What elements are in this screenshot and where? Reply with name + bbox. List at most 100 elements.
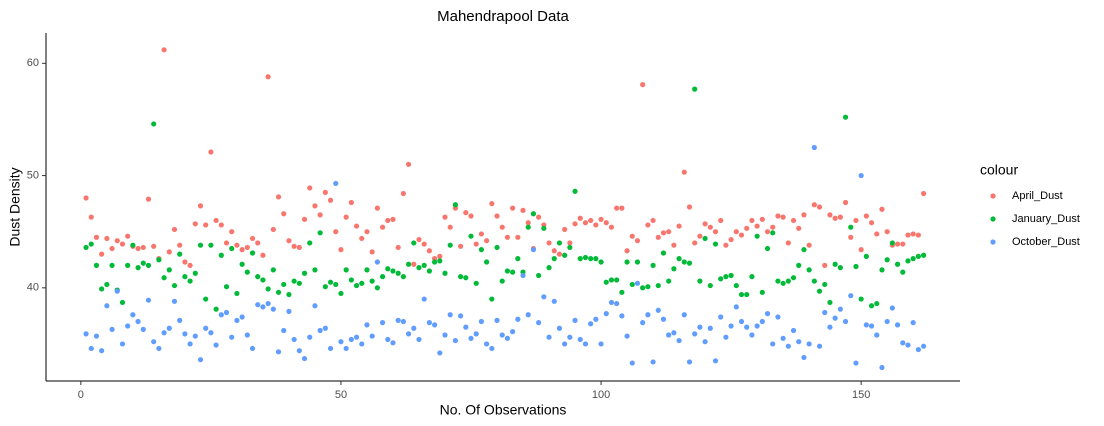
point <box>837 214 843 220</box>
point <box>728 323 734 329</box>
point <box>203 222 209 228</box>
point <box>619 289 625 295</box>
point <box>333 180 339 187</box>
point <box>489 201 495 207</box>
point <box>619 313 625 319</box>
point <box>296 244 302 251</box>
point <box>603 311 609 317</box>
point <box>426 268 432 274</box>
point <box>666 332 672 338</box>
point <box>832 215 838 221</box>
point <box>405 261 412 267</box>
point <box>874 300 880 307</box>
point <box>551 256 557 262</box>
point <box>239 247 245 253</box>
point <box>218 222 224 228</box>
point <box>879 267 885 273</box>
point <box>889 305 895 311</box>
point <box>650 262 656 268</box>
point <box>525 312 531 318</box>
point <box>842 114 849 120</box>
point <box>718 314 724 320</box>
point <box>218 312 224 318</box>
point <box>171 226 178 233</box>
point <box>452 337 459 344</box>
point <box>780 335 786 341</box>
point <box>213 217 219 224</box>
point <box>119 241 126 247</box>
point <box>712 229 719 235</box>
point <box>702 221 708 227</box>
point <box>702 339 708 345</box>
point <box>858 296 864 302</box>
point <box>291 336 297 343</box>
point <box>322 284 328 290</box>
point <box>421 262 427 268</box>
point <box>744 324 750 330</box>
point <box>915 232 921 238</box>
point <box>796 262 802 268</box>
point <box>197 203 204 209</box>
point <box>374 205 380 211</box>
point <box>718 276 724 282</box>
point <box>681 312 687 318</box>
point <box>458 313 464 319</box>
point <box>234 317 240 323</box>
point <box>296 348 302 354</box>
point <box>915 253 921 259</box>
point <box>676 223 682 229</box>
point <box>655 282 661 289</box>
point <box>437 350 443 356</box>
point <box>816 288 823 294</box>
point <box>614 205 620 211</box>
point <box>109 326 115 332</box>
point <box>99 348 105 354</box>
point <box>905 232 911 238</box>
point <box>811 144 817 151</box>
point <box>119 341 126 347</box>
point <box>338 290 344 297</box>
point <box>588 321 594 327</box>
point <box>640 320 646 326</box>
point <box>723 334 729 340</box>
point <box>125 323 131 329</box>
point <box>510 329 516 335</box>
legend-label: October_Dust <box>1012 236 1080 248</box>
point <box>853 263 859 270</box>
point <box>145 297 152 303</box>
point <box>541 294 547 300</box>
point <box>151 121 157 127</box>
point <box>400 318 406 325</box>
point <box>520 207 526 213</box>
point <box>369 278 375 284</box>
point <box>744 291 750 298</box>
point <box>858 172 864 179</box>
point <box>790 275 797 281</box>
point <box>634 238 641 244</box>
point <box>816 204 823 210</box>
point <box>770 341 776 347</box>
point <box>458 274 464 280</box>
point <box>478 318 485 325</box>
point <box>270 226 276 233</box>
point <box>447 224 453 230</box>
point <box>99 286 105 292</box>
point <box>463 275 469 281</box>
point <box>135 245 141 252</box>
point <box>499 278 505 284</box>
point <box>572 317 578 323</box>
point <box>218 252 224 258</box>
point <box>307 240 313 246</box>
point <box>182 259 188 265</box>
point <box>848 234 854 240</box>
point <box>400 190 406 197</box>
point <box>842 199 849 206</box>
point <box>104 303 110 309</box>
point <box>832 261 838 267</box>
point <box>827 299 833 306</box>
point <box>785 278 791 284</box>
point <box>536 320 542 326</box>
point <box>676 337 682 344</box>
point <box>707 224 713 230</box>
